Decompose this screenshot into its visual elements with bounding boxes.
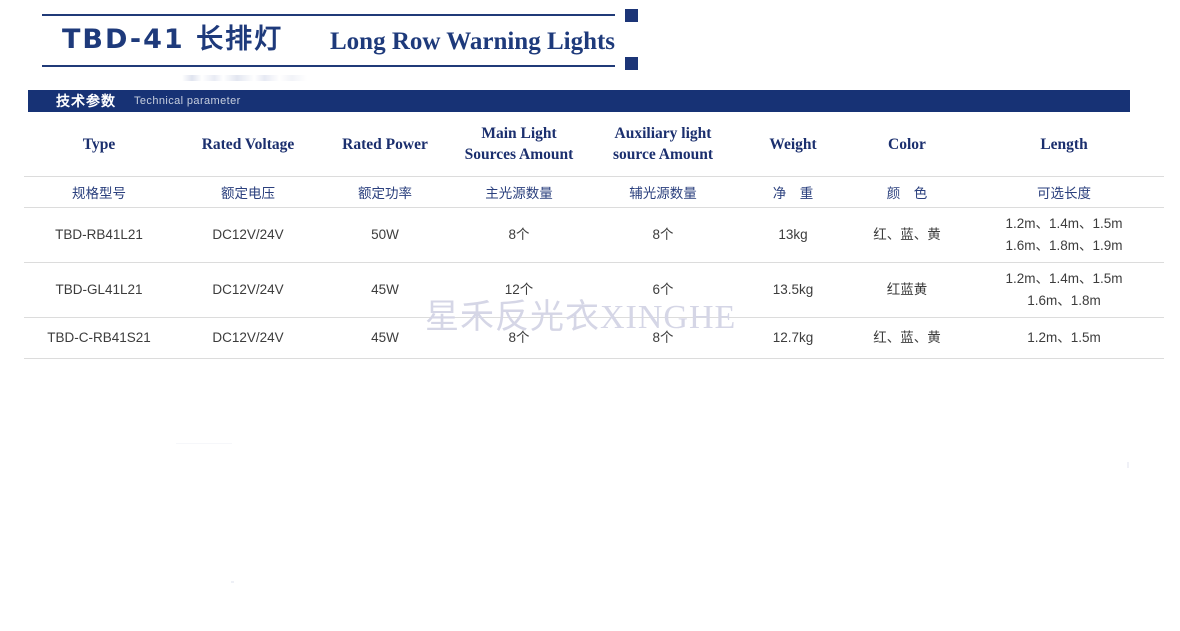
product-title-english: Long Row Warning Lights [330, 28, 616, 55]
cell-length-line1: 1.2m、1.5m [1027, 330, 1101, 345]
cell-length-line2: 1.6m、1.8m [1027, 293, 1101, 308]
cell-type: TBD-RB41L21 [24, 207, 174, 263]
table-row: TBD-GL41L21 DC12V/24V 45W 12个 6个 13.5kg … [24, 262, 1164, 318]
specification-table: Type Rated Voltage Rated Power Main Ligh… [24, 112, 1164, 359]
subheader-rated-voltage: 额定电压 [174, 176, 322, 208]
cell-rated-power: 45W [322, 262, 448, 318]
decorative-square-bottom-icon [625, 57, 638, 70]
header-length-line1: Length [1040, 135, 1088, 153]
cell-rated-power: 45W [322, 317, 448, 359]
scan-artifact-line [176, 443, 232, 444]
header-color: Color [850, 112, 964, 177]
cell-weight: 13.5kg [736, 262, 850, 318]
cell-main-light-sources: 8个 [448, 207, 590, 263]
cell-length: 1.2m、1.4m、1.5m 1.6m、1.8m [964, 262, 1164, 318]
cell-color: 红、蓝、黄 [850, 317, 964, 359]
cell-length: 1.2m、1.4m、1.5m 1.6m、1.8m、1.9m [964, 207, 1164, 263]
subheader-main-light-sources: 主光源数量 [448, 176, 590, 208]
cell-weight: 12.7kg [736, 317, 850, 359]
cell-rated-voltage: DC12V/24V [174, 262, 322, 318]
header-aux-light-sources: Auxiliary light source Amount [590, 112, 736, 177]
cell-aux-light-sources: 6个 [590, 262, 736, 318]
header-main-light-line2: Sources Amount [464, 146, 574, 163]
header-aux-light-line2: source Amount [612, 146, 714, 163]
header-type-line1: Type [82, 135, 116, 153]
technical-parameter-bar: 技术参数 Technical parameter [28, 90, 1130, 112]
cell-rated-power: 50W [322, 207, 448, 263]
table-header-row-chinese: 规格型号 额定电压 额定功率 主光源数量 辅光源数量 净 重 颜 色 可选长度 [24, 176, 1164, 208]
header-rated-power: Rated Power [322, 112, 448, 177]
header-aux-light-line1: Auxiliary light [614, 125, 712, 142]
header-main-light-line1: Main Light [481, 125, 557, 142]
subheader-color: 颜 色 [850, 176, 964, 208]
header-rated-voltage: Rated Voltage [174, 112, 322, 177]
header-main-light-sources: Main Light Sources Amount [448, 112, 590, 177]
title-rule-top [42, 14, 615, 16]
cell-type: TBD-GL41L21 [24, 262, 174, 318]
cell-rated-voltage: DC12V/24V [174, 317, 322, 359]
scan-artifact-dot-right [1127, 462, 1129, 468]
scan-artifact-top [182, 75, 307, 81]
title-rule-bottom [42, 65, 615, 67]
scan-artifact-dot-left [231, 581, 234, 583]
header-weight-line1: Weight [769, 135, 817, 153]
header-color-line1: Color [888, 135, 926, 153]
section-title-english: Technical parameter [134, 95, 241, 107]
table-header-row-english: Type Rated Voltage Rated Power Main Ligh… [24, 112, 1164, 177]
cell-length-line1: 1.2m、1.4m、1.5m [1005, 216, 1123, 231]
subheader-length: 可选长度 [964, 176, 1164, 208]
header-type: Type [24, 112, 174, 177]
cell-rated-voltage: DC12V/24V [174, 207, 322, 263]
cell-main-light-sources: 12个 [448, 262, 590, 318]
product-title-block: TBD-41 长排灯 Long Row Warning Lights [42, 10, 617, 70]
product-title-chinese: TBD-41 长排灯 [62, 24, 284, 55]
subheader-aux-light-sources: 辅光源数量 [590, 176, 736, 208]
cell-main-light-sources: 8个 [448, 317, 590, 359]
table-row: TBD-RB41L21 DC12V/24V 50W 8个 8个 13kg 红、蓝… [24, 207, 1164, 263]
cell-weight: 13kg [736, 207, 850, 263]
section-title-chinese: 技术参数 [56, 94, 116, 110]
header-rated-voltage-line1: Rated Voltage [201, 135, 295, 153]
cell-length-line1: 1.2m、1.4m、1.5m [1005, 271, 1123, 286]
cell-color: 红、蓝、黄 [850, 207, 964, 263]
cell-length: 1.2m、1.5m [964, 317, 1164, 359]
cell-color: 红蓝黄 [850, 262, 964, 318]
decorative-square-top-icon [625, 9, 638, 22]
cell-aux-light-sources: 8个 [590, 207, 736, 263]
cell-length-line2: 1.6m、1.8m、1.9m [1005, 238, 1123, 253]
subheader-rated-power: 额定功率 [322, 176, 448, 208]
header-rated-power-line1: Rated Power [342, 135, 428, 153]
subheader-weight: 净 重 [736, 176, 850, 208]
cell-aux-light-sources: 8个 [590, 317, 736, 359]
subheader-type: 规格型号 [24, 176, 174, 208]
header-weight: Weight [736, 112, 850, 177]
cell-type: TBD-C-RB41S21 [24, 317, 174, 359]
header-length: Length [964, 112, 1164, 177]
table-row: TBD-C-RB41S21 DC12V/24V 45W 8个 8个 12.7kg… [24, 317, 1164, 359]
